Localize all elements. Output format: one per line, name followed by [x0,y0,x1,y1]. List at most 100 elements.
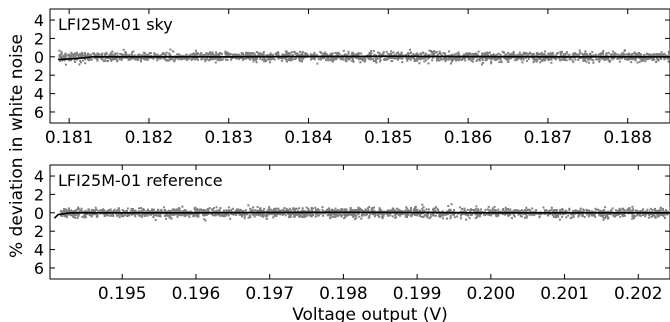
data-point [152,216,155,219]
data-point [416,208,419,211]
data-point [329,58,332,61]
data-point [370,52,373,55]
data-point [320,52,323,54]
data-point [426,215,429,218]
data-point [529,213,532,216]
data-point [198,208,201,211]
data-point [58,49,61,52]
data-point [221,58,224,61]
data-point [364,208,367,211]
data-point [290,51,293,54]
data-point [475,60,478,62]
data-point [308,210,311,213]
data-point [352,216,355,218]
panel-title: LFI25M-01 reference [58,171,223,190]
data-point [116,52,119,55]
data-point [219,57,222,60]
data-point [383,57,386,60]
data-point [617,57,620,60]
data-point [155,210,158,213]
data-point [390,52,392,55]
data-point [497,214,500,217]
data-point [331,60,334,63]
data-point [72,213,74,216]
data-point [122,215,125,218]
data-point [74,210,77,213]
data-point [271,209,274,212]
data-point [625,53,628,56]
data-point [213,214,215,217]
data-point [607,59,610,62]
data-point [512,52,515,55]
data-point [66,54,69,57]
data-point [322,214,325,217]
data-point [525,52,528,55]
data-point [118,216,121,219]
data-point [604,216,607,219]
data-point [252,59,255,61]
data-point [262,51,265,54]
data-point [327,208,330,211]
data-point [175,56,178,59]
data-point [539,61,542,64]
data-point [259,57,262,60]
data-point [331,215,334,218]
x-tick-label: 0.199 [393,284,442,304]
data-point [388,209,391,212]
data-point [96,215,99,218]
data-point [421,207,424,210]
data-point [153,52,156,55]
data-point [266,215,269,218]
data-point [115,212,118,215]
data-point [445,213,448,216]
data-point [618,60,621,63]
data-point [262,53,265,56]
data-point [431,56,434,59]
data-point [275,210,278,213]
data-point [144,52,146,55]
data-point [374,214,377,217]
data-point [391,207,394,210]
data-point [189,53,192,56]
data-point [314,212,317,215]
data-point [302,209,305,212]
data-point [650,216,653,218]
data-point [628,207,631,210]
data-point [607,51,610,54]
x-ticks: 0.195 0.196 0.197 0.198 0.199 0.200 0.201 0.202 [98,165,663,304]
data-point [105,51,108,54]
data-point [329,212,332,215]
data-point [278,212,281,215]
data-point [150,54,153,57]
data-point [208,51,211,54]
data-point [156,59,159,62]
data-point [147,208,149,211]
data-point [640,59,643,62]
data-point [449,215,452,218]
data-point [577,210,579,213]
data-point [409,48,411,51]
data-point [272,56,275,59]
data-point [117,207,120,210]
data-point [611,207,614,210]
data-point [177,57,180,60]
data-point [618,56,621,59]
data-point [659,209,662,212]
y-tick-label: 2 [34,185,44,204]
data-point [469,210,472,213]
data-point [184,212,187,215]
data-point [421,57,424,60]
data-point [364,214,367,217]
data-point [636,214,639,217]
data-point [633,58,636,61]
data-point [512,214,515,217]
data-point [64,56,67,59]
data-point [192,57,195,60]
data-point [474,208,477,211]
data-point [80,209,83,212]
data-point [74,61,76,63]
data-point [495,57,498,60]
data-point [413,208,415,211]
data-point [162,52,164,55]
